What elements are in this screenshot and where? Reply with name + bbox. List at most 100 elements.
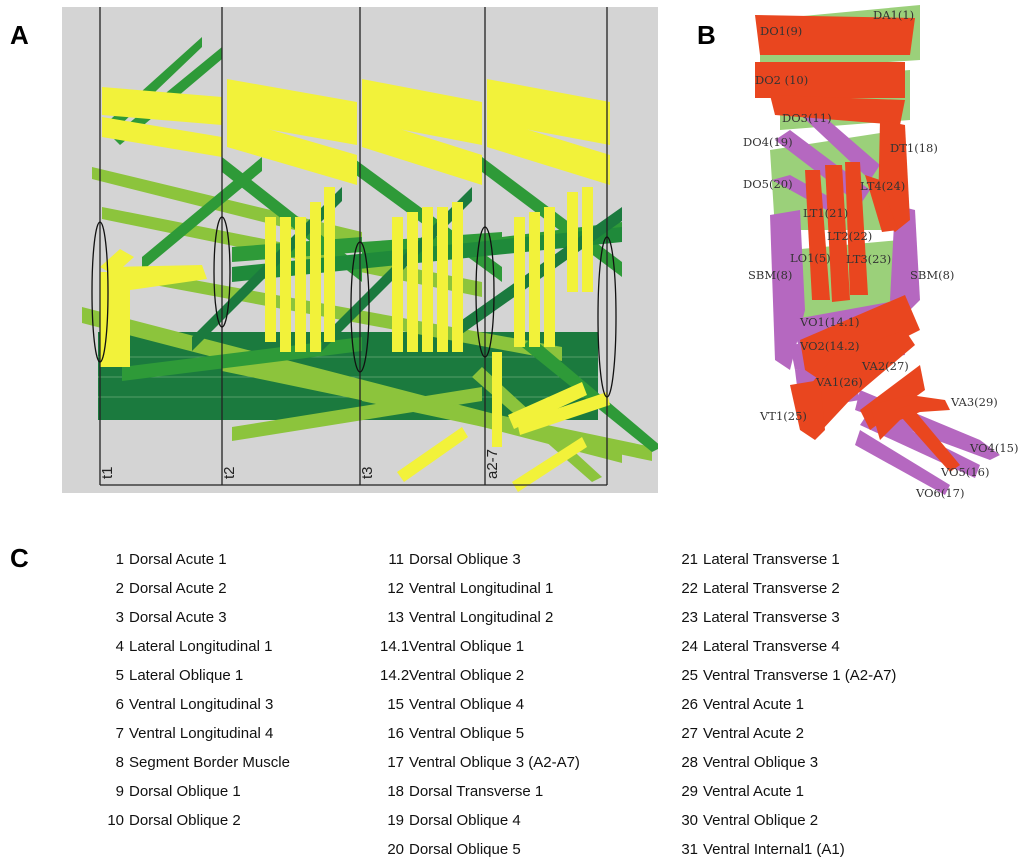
legend-item: 31 Ventral Internal1 (A1) (678, 835, 896, 864)
legend-item-number: 21 (681, 551, 698, 568)
label-lt2: LT2(22) (827, 229, 872, 243)
legend-item: 24 Lateral Transverse 4 (678, 632, 896, 661)
legend-item: 28 Ventral Oblique 3 (678, 748, 896, 777)
legend-item: 4 Lateral Longitudinal 1 (102, 632, 290, 661)
label-dt1: DT1(18) (890, 141, 938, 155)
label-lo1: LO1(5) (790, 251, 831, 265)
legend-item-name: Ventral Acute 2 (703, 725, 804, 742)
segment-label-t2: t2 (221, 466, 238, 479)
legend-item-name: Dorsal Acute 1 (129, 551, 227, 568)
legend-item-number: 25 (681, 667, 698, 684)
panel-c-letter: C (10, 543, 29, 573)
legend-item-name: Ventral Longitudinal 4 (129, 725, 274, 742)
legend-item: 11 Dorsal Oblique 3 (380, 545, 580, 574)
legend-item: 29 Ventral Acute 1 (678, 777, 896, 806)
legend-item-number: 19 (387, 812, 404, 829)
muscle-schematic-panel-a: t1 t2 t3 a2-7 (62, 7, 658, 493)
legend-item: 6 Ventral Longitudinal 3 (102, 690, 290, 719)
label-vo1: VO1(14.1) (799, 315, 859, 329)
muscle-drawing-panel-b: DA1(1) DO1(9) DO2 (10) DO3(11) DO4(19) D… (743, 5, 1018, 500)
legend-item-name: Ventral Internal1 (A1) (703, 841, 845, 858)
label-sbm-right: SBM(8) (910, 268, 954, 282)
legend-item-number: 12 (387, 580, 404, 597)
legend-item: 26 Ventral Acute 1 (678, 690, 896, 719)
legend-item-name: Dorsal Oblique 5 (409, 841, 521, 858)
legend-item: 9 Dorsal Oblique 1 (102, 777, 290, 806)
legend-item-number: 24 (681, 638, 698, 655)
label-lt1: LT1(21) (803, 206, 848, 220)
legend-item-number: 28 (681, 754, 698, 771)
legend-item-name: Dorsal Oblique 3 (409, 551, 521, 568)
legend-item-number: 22 (681, 580, 698, 597)
segment-boundary-lines (99, 7, 608, 486)
legend-item-number: 8 (115, 754, 124, 771)
legend-item-number: 17 (387, 754, 404, 771)
legend-item-name: Ventral Oblique 3 (A2-A7) (409, 754, 580, 771)
legend-item-name: Ventral Oblique 2 (409, 667, 525, 684)
legend-item: 14.1Ventral Oblique 1 (380, 632, 580, 661)
legend-item-name: Ventral Longitudinal 2 (409, 609, 554, 626)
legend-item-number: 15 (387, 696, 404, 713)
legend-item-number: 13 (387, 609, 404, 626)
legend-item-name: Lateral Transverse 2 (703, 580, 840, 597)
label-do5: DO5(20) (743, 177, 793, 191)
legend-item: 20 Dorsal Oblique 5 (380, 835, 580, 864)
legend-item-name: Lateral Oblique 1 (129, 667, 244, 684)
legend-item-name: Ventral Acute 1 (703, 783, 804, 800)
legend-item-name: Lateral Transverse 3 (703, 609, 840, 626)
legend-item: 16 Ventral Oblique 5 (380, 719, 580, 748)
legend-column-2: 11 Dorsal Oblique 3 12 Ventral Longitudinal… (380, 545, 580, 864)
legend-item: 18 Dorsal Transverse 1 (380, 777, 580, 806)
legend-item-number: 11 (388, 551, 404, 568)
segment-label-t3: t3 (359, 466, 376, 479)
legend-item: 22 Lateral Transverse 2 (678, 574, 896, 603)
legend-item: 3 Dorsal Acute 3 (102, 603, 290, 632)
label-vo6: VO6(17) (915, 486, 964, 500)
legend-item-number: 6 (115, 696, 124, 713)
legend-item-number: 4 (115, 638, 124, 655)
legend-item-name: Ventral Longitudinal 1 (409, 580, 554, 597)
label-va3: VA3(29) (950, 395, 998, 409)
label-do2: DO2 (10) (755, 73, 808, 87)
legend-item-name: Ventral Oblique 3 (703, 754, 819, 771)
label-do4: DO4(19) (743, 135, 793, 149)
label-do3: DO3(11) (782, 111, 832, 125)
segment-label-t1: t1 (99, 466, 116, 479)
legend-item-name: Dorsal Oblique 4 (409, 812, 521, 829)
label-da1: DA1(1) (873, 8, 914, 22)
legend-item: 2 Dorsal Acute 2 (102, 574, 290, 603)
legend-item: 14.2Ventral Oblique 2 (380, 661, 580, 690)
legend-item-name: Ventral Oblique 1 (409, 638, 525, 655)
legend-item: 30 Ventral Oblique 2 (678, 806, 896, 835)
legend-item: 1 Dorsal Acute 1 (102, 545, 290, 574)
legend-item-name: Lateral Transverse 1 (703, 551, 840, 568)
label-va1: VA1(26) (815, 375, 863, 389)
label-lt3: LT3(23) (846, 252, 891, 266)
legend-item-name: Segment Border Muscle (129, 754, 290, 771)
legend-item-number: 31 (681, 841, 698, 858)
legend-item-number: 9 (115, 783, 124, 800)
legend-item: 5 Lateral Oblique 1 (102, 661, 290, 690)
legend-item-name: Ventral Oblique 2 (703, 812, 819, 829)
legend-item-name: Dorsal Transverse 1 (409, 783, 544, 800)
legend-item-number: 10 (107, 812, 124, 829)
legend-item: 19 Dorsal Oblique 4 (380, 806, 580, 835)
label-va2: VA2(27) (861, 359, 909, 373)
legend-item: 23 Lateral Transverse 3 (678, 603, 896, 632)
legend-item-name: Dorsal Oblique 1 (129, 783, 241, 800)
legend-item-number: 3 (115, 609, 124, 626)
legend-item-name: Dorsal Oblique 2 (129, 812, 241, 829)
panel-a-letter: A (10, 20, 29, 50)
label-vo5: VO5(16) (940, 465, 989, 479)
legend-item-name: Ventral Oblique 4 (409, 696, 525, 713)
legend-item-number: 29 (681, 783, 698, 800)
legend-item: 21 Lateral Transverse 1 (678, 545, 896, 574)
panel-b-letter: B (697, 20, 716, 50)
legend-item: 12 Ventral Longitudinal 1 (380, 574, 580, 603)
segment-border-ellipses (91, 216, 617, 398)
legend-item-number: 5 (115, 667, 124, 684)
legend-item: 13 Ventral Longitudinal 2 (380, 603, 580, 632)
label-do1: DO1(9) (760, 24, 802, 38)
legend-item-name: Ventral Acute 1 (703, 696, 804, 713)
legend-item-number: 30 (681, 812, 698, 829)
